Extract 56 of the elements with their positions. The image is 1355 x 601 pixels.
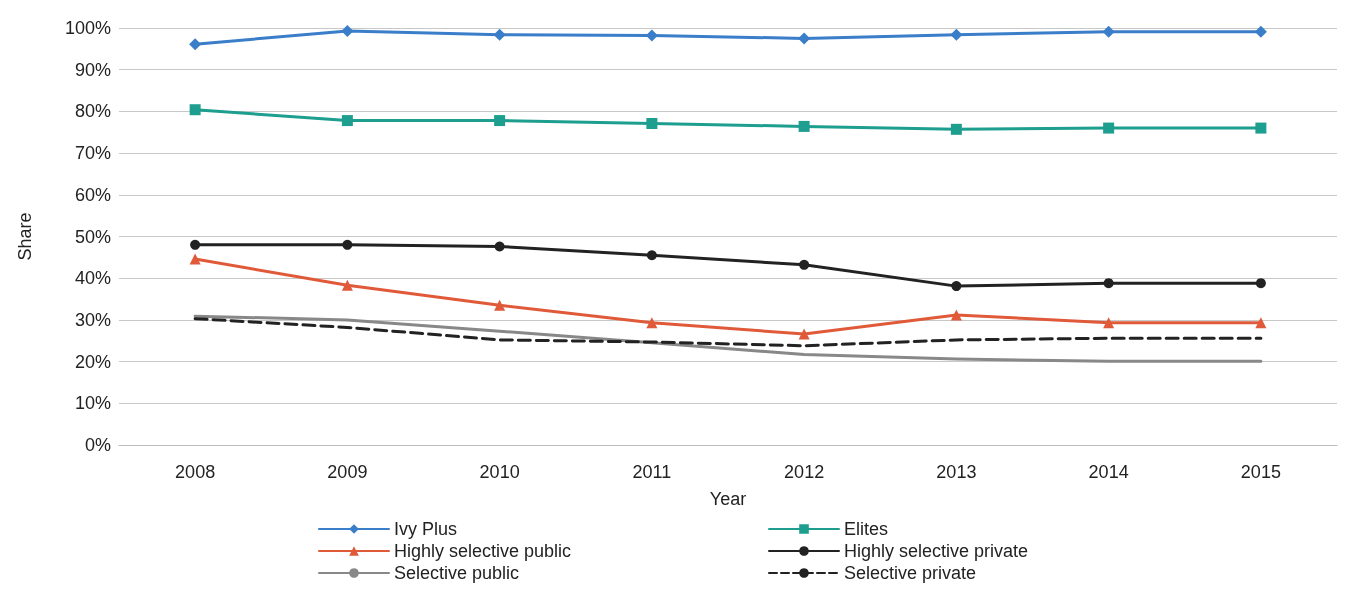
point — [950, 309, 962, 321]
legend-label: Elites — [844, 519, 889, 539]
point — [950, 123, 962, 135]
point — [1255, 278, 1266, 289]
point — [1102, 25, 1115, 38]
x-tick-label: 2009 — [327, 462, 368, 482]
legend-label: Highly selective private — [844, 541, 1029, 561]
point — [341, 24, 354, 37]
y-tick-label: 0% — [84, 435, 111, 455]
point — [1103, 278, 1114, 289]
point — [494, 299, 506, 311]
y-tick-label: 50% — [74, 226, 111, 247]
x-tick-label: 2008 — [175, 462, 216, 482]
y-tick-label: 90% — [74, 59, 111, 80]
point — [342, 239, 353, 250]
point — [646, 250, 657, 261]
x-tick-label: 2014 — [1088, 462, 1129, 482]
point — [1255, 122, 1267, 134]
legend-label: Ivy Plus — [394, 519, 458, 539]
point — [646, 317, 658, 329]
y-tick-label: 70% — [74, 143, 111, 164]
y-tick-label: 40% — [74, 268, 111, 289]
point — [799, 259, 810, 270]
point — [494, 115, 506, 127]
line-series — [193, 314, 1263, 363]
y-tick-label: 100% — [64, 18, 111, 38]
x-tick-label: 2010 — [479, 462, 520, 482]
point — [189, 38, 202, 51]
point — [798, 120, 810, 132]
x-tick-label: 2011 — [632, 462, 672, 482]
point — [494, 241, 505, 252]
y-tick-label: 20% — [74, 351, 111, 372]
y-tick-label: 10% — [74, 393, 111, 414]
x-axis-title: Year — [709, 489, 747, 509]
point — [646, 117, 658, 129]
y-tick-label: 80% — [74, 101, 111, 122]
y-tick-label: 60% — [74, 184, 111, 205]
legend-label: Selective private — [844, 563, 977, 583]
y-tick-label: 30% — [74, 309, 111, 330]
point — [341, 115, 353, 127]
point — [1255, 317, 1267, 329]
point — [951, 281, 962, 292]
legend-label: Highly selective public — [394, 541, 572, 561]
point — [189, 253, 201, 265]
legend-label: Selective public — [394, 563, 520, 583]
x-tick-label: 2012 — [784, 462, 825, 482]
point — [341, 279, 353, 291]
point — [1103, 317, 1115, 329]
y-axis-title: Share — [15, 212, 35, 261]
line-series — [193, 317, 1263, 348]
point — [798, 328, 810, 340]
point — [190, 239, 201, 250]
x-tick-label: 2013 — [936, 462, 977, 482]
point — [189, 104, 201, 116]
x-tick-label: 2015 — [1240, 462, 1281, 482]
point — [1103, 122, 1115, 134]
